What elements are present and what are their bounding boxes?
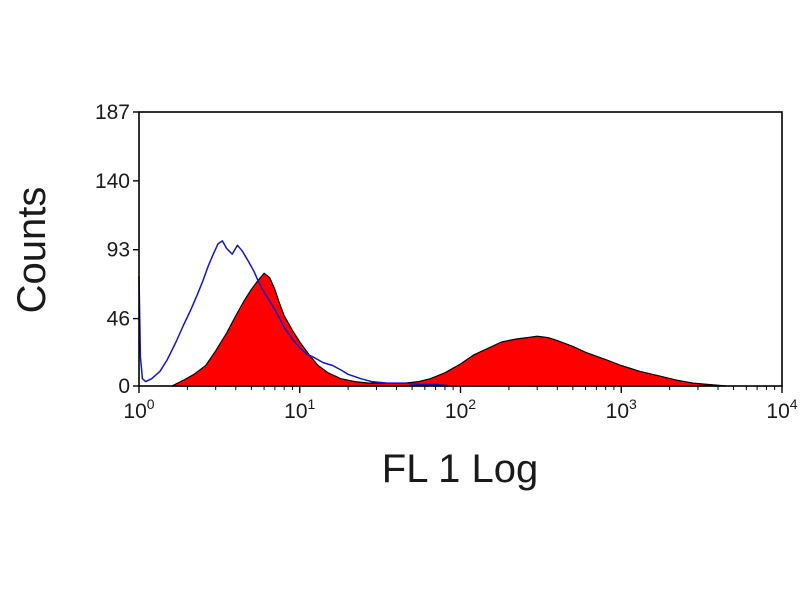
x-tick-label: 102 <box>445 396 476 423</box>
histogram-line-series <box>138 240 454 387</box>
y-tick-label: 46 <box>107 308 130 331</box>
y-tick-label: 93 <box>107 239 130 262</box>
x-tick-label: 101 <box>284 396 315 423</box>
x-tick-label: 103 <box>606 396 637 423</box>
y-tick-label: 187 <box>95 101 130 124</box>
y-axis-label: Counts <box>10 187 54 314</box>
axis-layer: 0 46 93 140 187 100 101 102 103 104 <box>95 101 798 423</box>
x-tick-label: 104 <box>766 396 797 423</box>
y-tick-label: 140 <box>95 170 130 193</box>
histogram-filled-series <box>171 272 727 387</box>
x-axis-label: FL 1 Log <box>382 447 538 491</box>
series-layer <box>138 240 727 387</box>
x-tick-label: 100 <box>123 396 154 423</box>
y-tick-label: 0 <box>118 375 130 398</box>
